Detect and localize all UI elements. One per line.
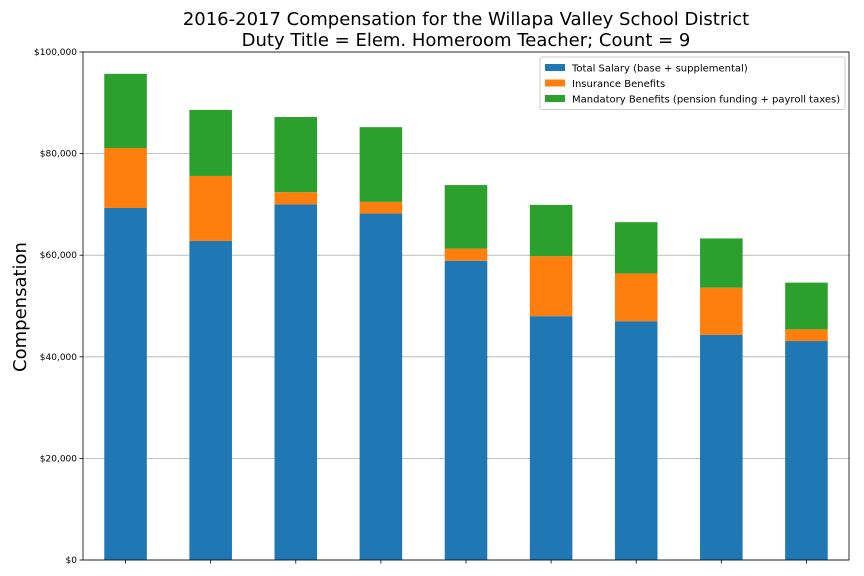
- bar-segment-series-2-item-9: [785, 329, 828, 342]
- bar-segment-series-3-item-8: [700, 238, 743, 288]
- chart-subtitle: Duty Title = Elem. Homeroom Teacher; Cou…: [242, 30, 691, 51]
- bars: [104, 73, 828, 560]
- bar-segment-series-3-item-3: [274, 117, 318, 193]
- axes: $0 $20,000 $40,000 $60,000 $80,000 $100,000: [34, 48, 850, 566]
- legend-label: Insurance Benefits: [572, 79, 665, 90]
- bar-segment-series-1-item-3: [274, 204, 318, 560]
- y-tick-label: $100,000: [34, 48, 77, 58]
- bar-segment-series-3-item-7: [614, 222, 658, 274]
- bar-segment-series-2-item-1: [104, 148, 147, 208]
- bar-segment-series-1-item-4: [359, 213, 403, 560]
- bar-segment-series-3-item-5: [444, 185, 488, 249]
- bar-segment-series-2-item-7: [614, 273, 658, 322]
- legend-swatch: [545, 79, 565, 87]
- y-tick-label: $20,000: [40, 454, 77, 464]
- bar-segment-series-1-item-5: [444, 260, 488, 560]
- bar-segment-series-2-item-2: [189, 175, 232, 241]
- y-tick-label: $80,000: [40, 150, 77, 160]
- y-tick-label: $40,000: [40, 353, 77, 363]
- bar-segment-series-2-item-4: [359, 201, 403, 214]
- bar-segment-series-2-item-6: [529, 256, 573, 317]
- legend-label: Total Salary (base + supplemental): [571, 64, 748, 75]
- bar-segment-series-2-item-8: [700, 287, 743, 335]
- bar-segment-series-3-item-9: [785, 282, 828, 330]
- y-tick-label: $60,000: [40, 251, 77, 261]
- y-axis-label: Compensation: [10, 242, 31, 372]
- bar-segment-series-3-item-6: [529, 204, 573, 257]
- y-tick-label: $0: [66, 556, 78, 566]
- legend-swatch: [545, 95, 565, 102]
- legend-swatch: [545, 64, 565, 71]
- legend: Total Salary (base + supplemental) Insura…: [539, 56, 846, 110]
- bar-segment-series-1-item-7: [614, 321, 658, 560]
- bar-segment-series-3-item-1: [104, 73, 147, 149]
- bar-segment-series-3-item-2: [189, 109, 232, 176]
- bar-segment-series-1-item-9: [785, 341, 828, 560]
- bar-segment-series-1-item-6: [529, 316, 573, 560]
- bar-segment-series-1-item-8: [700, 334, 743, 560]
- bar-segment-series-1-item-1: [104, 207, 147, 560]
- bar-segment-series-1-item-2: [189, 240, 232, 560]
- bar-segment-series-2-item-5: [444, 248, 488, 261]
- legend-box: [539, 56, 846, 110]
- chart-title: 2016-2017 Compensation for the Willapa V…: [183, 9, 749, 30]
- bar-segment-series-3-item-4: [359, 127, 403, 202]
- legend-label: Mandatory Benefits (pension funding + pa…: [572, 95, 840, 106]
- bar-segment-series-2-item-3: [274, 192, 318, 205]
- plot-frame: [82, 51, 850, 561]
